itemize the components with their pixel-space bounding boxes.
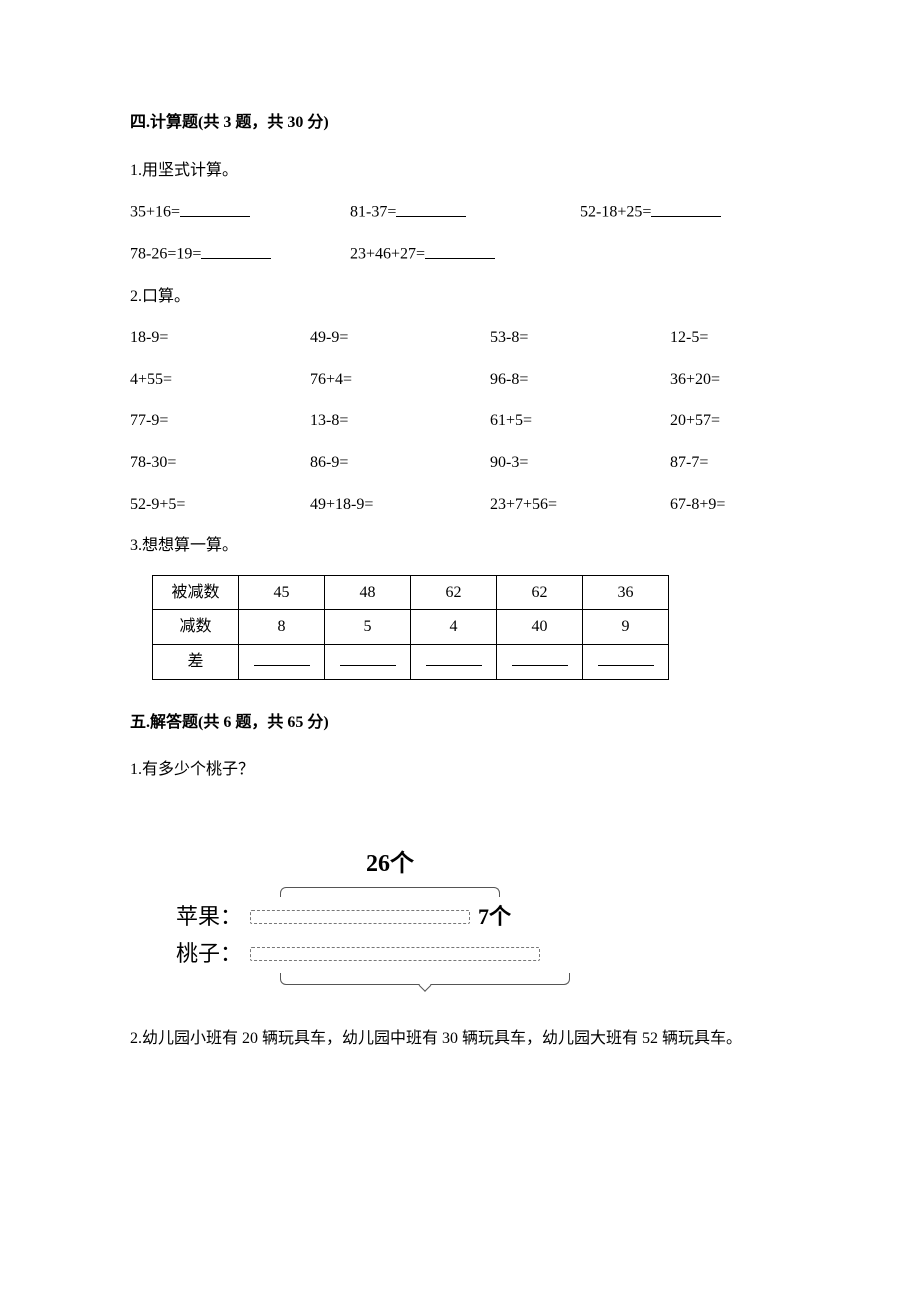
q2-cell: 49+18-9= [310, 492, 490, 518]
s5-q2-text: 2.幼儿园小班有 20 辆玩具车，幼儿园中班有 30 辆玩具车，幼儿园大班有 5… [130, 1025, 790, 1054]
q1-r2-c1: 78-26=19= [130, 241, 350, 267]
cell: 48 [325, 575, 411, 610]
q2-cell: 49-9= [310, 325, 490, 351]
q1-r1-c1: 35+16= [130, 199, 350, 225]
q2-cell: 18-9= [130, 325, 310, 351]
cell: 4 [411, 610, 497, 645]
expr: 81-37= [350, 204, 396, 221]
blank [396, 199, 466, 217]
cell: 62 [497, 575, 583, 610]
cell: 45 [239, 575, 325, 610]
q2-cell: 13-8= [310, 408, 490, 434]
expr: 23+46+27= [350, 246, 425, 263]
table-row: 减数 8 5 4 40 9 [153, 610, 669, 645]
cell: 9 [583, 610, 669, 645]
q2-cell: 78-30= [130, 450, 310, 476]
cell: 36 [583, 575, 669, 610]
q2-grid: 18-9=49-9=53-8=12-5= 4+55=76+4=96-8=36+20… [130, 325, 790, 517]
blank [254, 650, 310, 666]
diagram-top-label: 26个 [280, 845, 500, 883]
q2-cell: 76+4= [310, 367, 490, 393]
bar-peach [250, 947, 540, 961]
blank [598, 650, 654, 666]
q2-cell: 77-9= [130, 408, 310, 434]
q2-cell: 20+57= [670, 408, 790, 434]
side-label: 7个 [478, 899, 511, 934]
apple-label: 苹果： [160, 899, 250, 934]
q2-row: 18-9=49-9=53-8=12-5= [130, 325, 790, 351]
cell: 被减数 [153, 575, 239, 610]
cell [325, 644, 411, 679]
cell [239, 644, 325, 679]
q2-cell: 52-9+5= [130, 492, 310, 518]
blank [425, 241, 495, 259]
q2-row: 77-9=13-8=61+5=20+57= [130, 408, 790, 434]
diagram-row-apple: 苹果： 7个 [160, 899, 620, 934]
q2-cell: 36+20= [670, 367, 790, 393]
q2-cell: 61+5= [490, 408, 670, 434]
q1-label: 1.用坚式计算。 [130, 158, 790, 184]
q2-cell: 96-8= [490, 367, 670, 393]
q2-row: 78-30=86-9=90-3=87-7= [130, 450, 790, 476]
cell: 差 [153, 644, 239, 679]
q1-row1: 35+16= 81-37= 52-18+25= [130, 199, 790, 225]
cell [583, 644, 669, 679]
cell [411, 644, 497, 679]
table-row: 差 [153, 644, 669, 679]
q2-label: 2.口算。 [130, 284, 790, 310]
blank [651, 199, 721, 217]
expr: 78-26=19= [130, 246, 201, 263]
q2-cell: 67-8+9= [670, 492, 790, 518]
blank [180, 199, 250, 217]
brace-top [280, 887, 500, 897]
q2-cell: 87-7= [670, 450, 790, 476]
brace-bottom [280, 973, 570, 985]
expr: 35+16= [130, 204, 180, 221]
cell: 减数 [153, 610, 239, 645]
table-row: 被减数 45 48 62 62 36 [153, 575, 669, 610]
q1-r1-c3: 52-18+25= [580, 199, 780, 225]
bar-apple [250, 910, 470, 924]
s5-q1-diagram: 26个 苹果： 7个 桃子： [160, 845, 620, 986]
cell: 5 [325, 610, 411, 645]
q2-cell: 53-8= [490, 325, 670, 351]
blank [426, 650, 482, 666]
q2-cell: 86-9= [310, 450, 490, 476]
cell [497, 644, 583, 679]
blank [512, 650, 568, 666]
q2-cell: 4+55= [130, 367, 310, 393]
cell: 62 [411, 575, 497, 610]
cell: 8 [239, 610, 325, 645]
section5-title: 五.解答题(共 6 题，共 65 分) [130, 710, 790, 736]
q3-label: 3.想想算一算。 [130, 533, 790, 559]
q2-cell: 90-3= [490, 450, 670, 476]
s5-q1-label: 1.有多少个桃子？ [130, 757, 790, 783]
cell: 40 [497, 610, 583, 645]
q2-cell: 12-5= [670, 325, 790, 351]
q2-row: 52-9+5=49+18-9=23+7+56=67-8+9= [130, 492, 790, 518]
diagram-row-peach: 桃子： [160, 936, 620, 971]
blank [340, 650, 396, 666]
q3-table: 被减数 45 48 62 62 36 减数 8 5 4 40 9 差 [152, 575, 669, 680]
q2-cell: 23+7+56= [490, 492, 670, 518]
expr: 52-18+25= [580, 204, 651, 221]
blank [201, 241, 271, 259]
q1-row2: 78-26=19= 23+46+27= [130, 241, 790, 267]
q1-r1-c2: 81-37= [350, 199, 580, 225]
q1-r2-c2: 23+46+27= [350, 241, 580, 267]
section4-title: 四.计算题(共 3 题，共 30 分) [130, 110, 790, 136]
q2-row: 4+55=76+4=96-8=36+20= [130, 367, 790, 393]
peach-label: 桃子： [160, 936, 250, 971]
